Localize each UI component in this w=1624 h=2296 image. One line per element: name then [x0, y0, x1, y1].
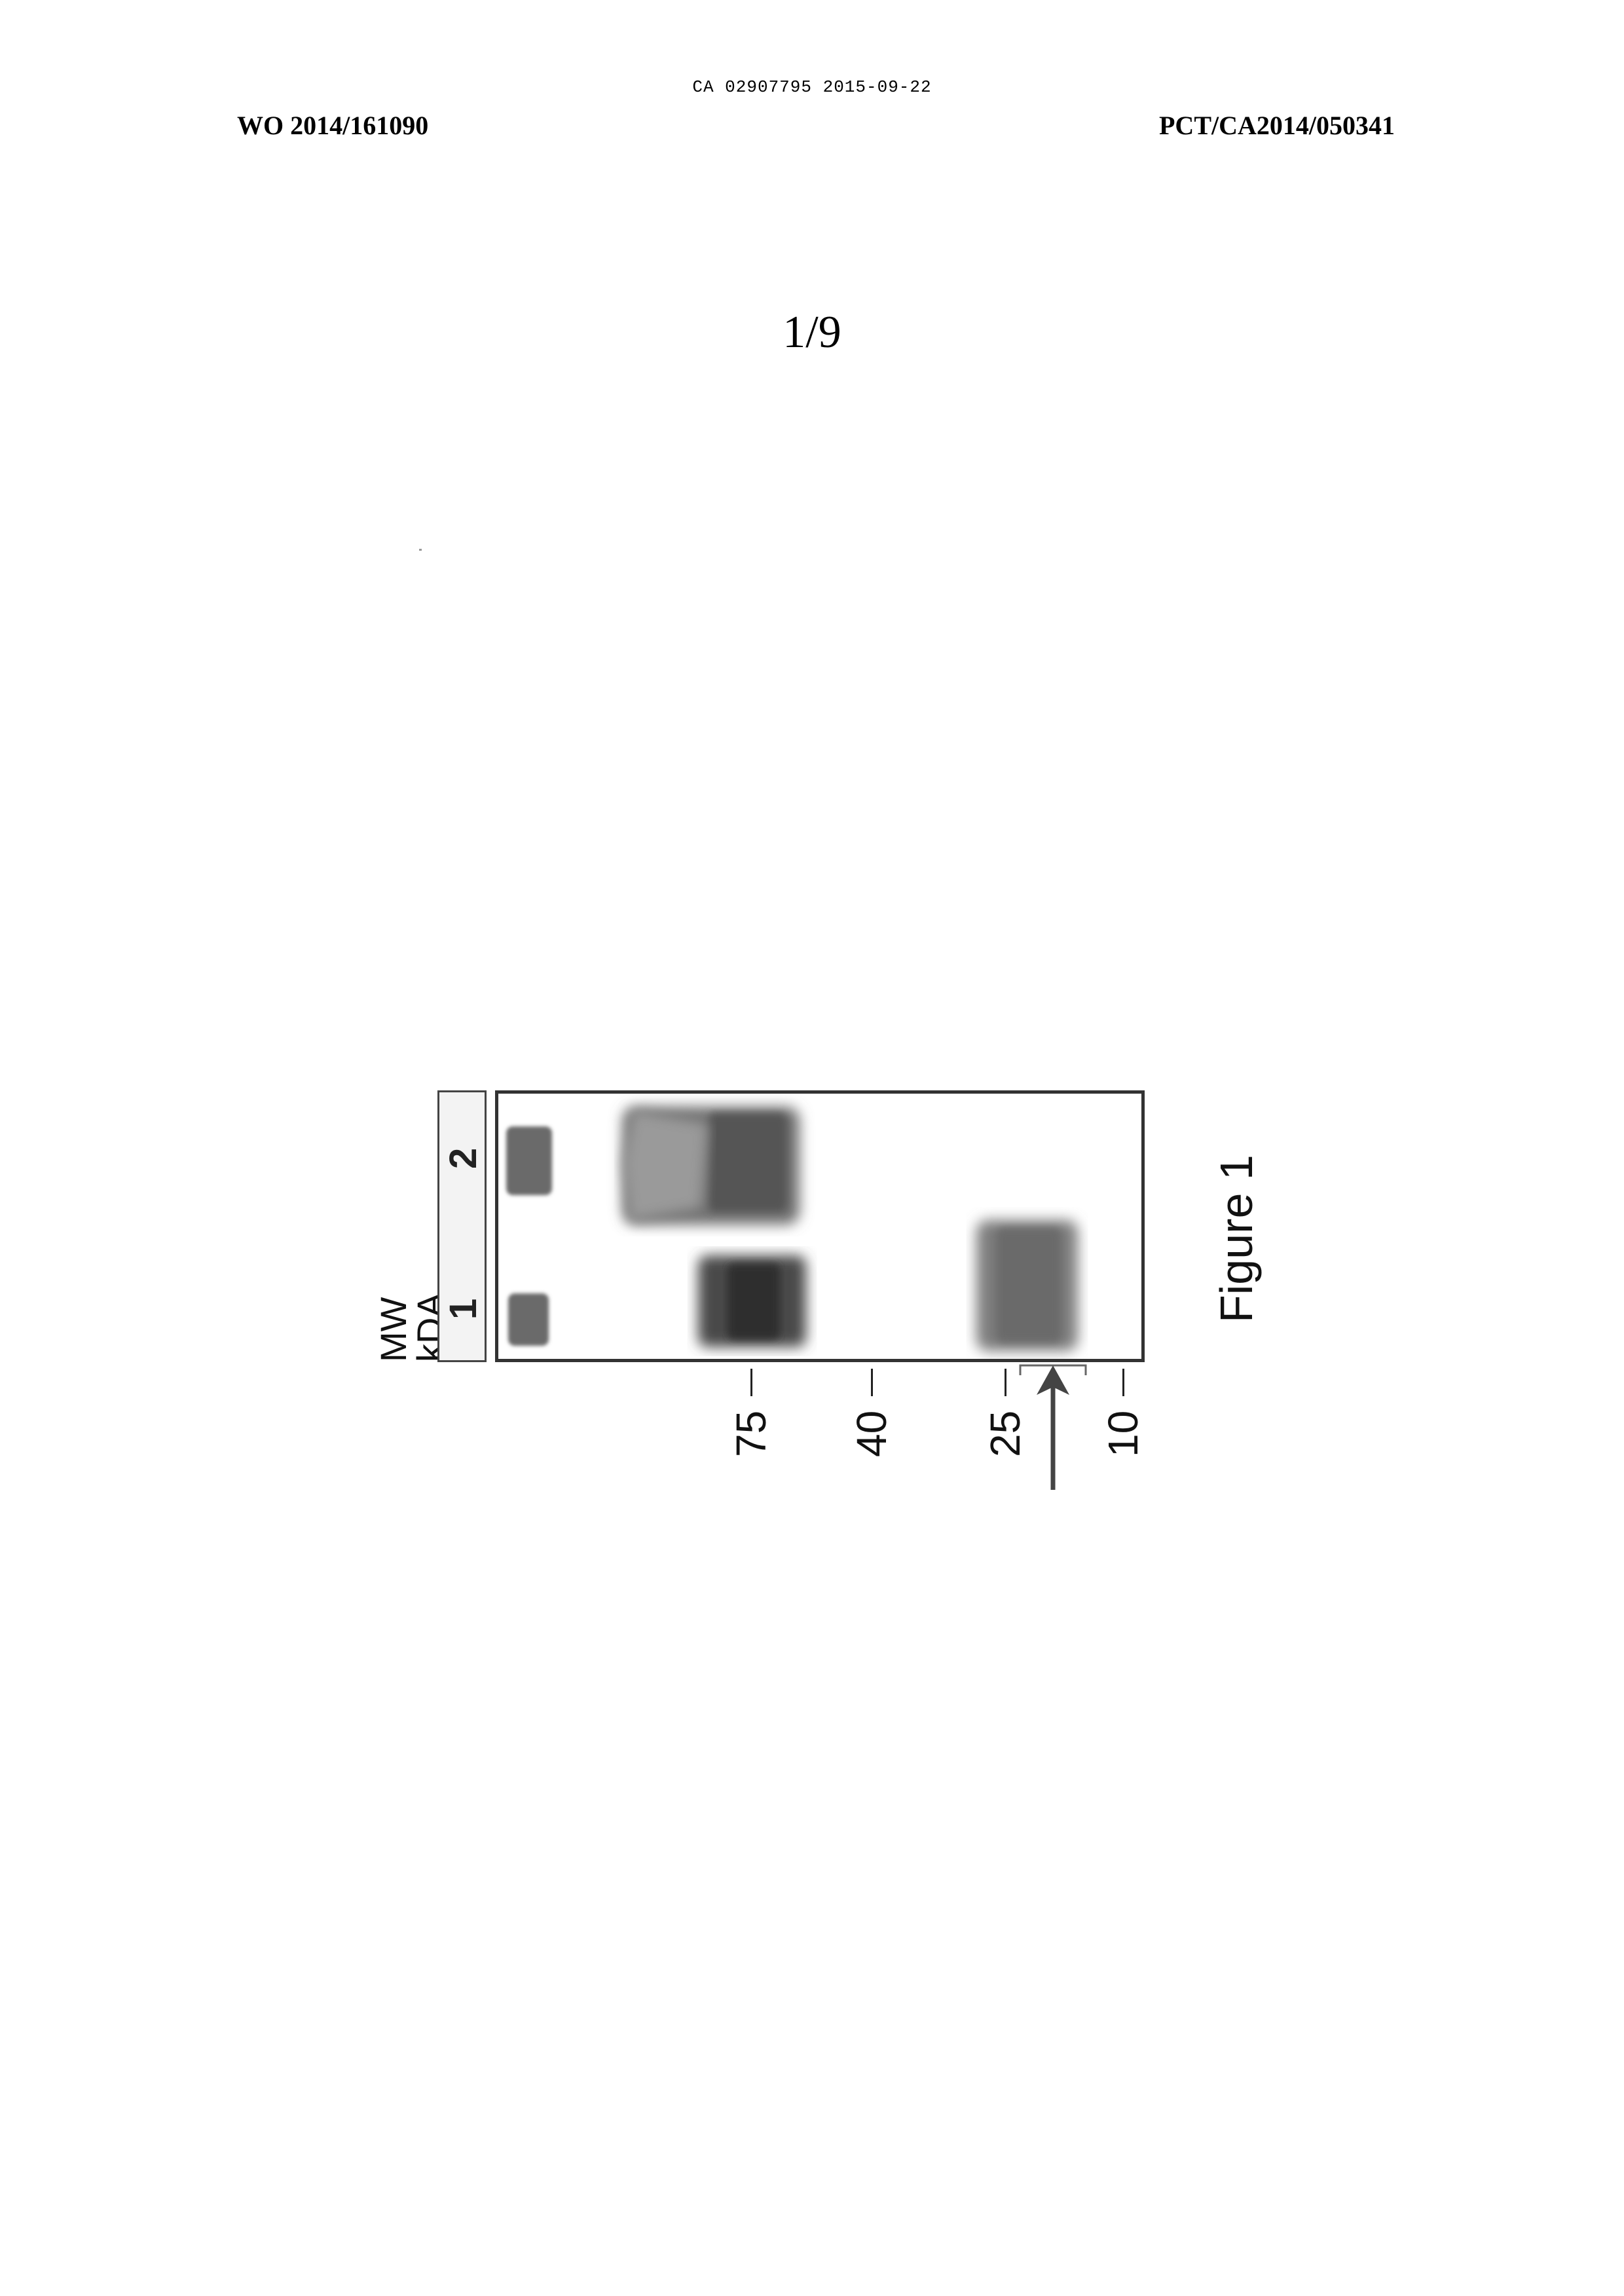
- filing-stamp: CA 02907795 2015-09-22: [0, 77, 1624, 97]
- marker-75: 75: [727, 1411, 775, 1457]
- marker-40: 40: [847, 1411, 896, 1457]
- mw-label: MW: [375, 1087, 412, 1362]
- tick-25: [1005, 1369, 1006, 1396]
- figure-1: MW kDA 1 2: [437, 1087, 1145, 1362]
- lane-2-40kda-core: [708, 1113, 786, 1212]
- lane-1-marker-band: [508, 1293, 549, 1346]
- figure-caption: Figure 1: [1210, 1155, 1263, 1323]
- lane-1-label: 1: [441, 1299, 487, 1320]
- application-number: PCT/CA2014/050341: [1159, 110, 1395, 141]
- gel-bands: [498, 1094, 1141, 1359]
- lane-2-marker-band: [506, 1126, 552, 1195]
- lane-2-label: 2: [441, 1148, 487, 1169]
- scan-speck: [419, 549, 422, 551]
- gel-image: [495, 1090, 1145, 1362]
- lane-2-smear: [623, 1110, 708, 1221]
- product-arrow-icon: [1007, 1362, 1099, 1493]
- lane-label-box: 1 2: [437, 1090, 487, 1362]
- marker-10: 10: [1099, 1411, 1147, 1457]
- lane-1-product-core: [996, 1228, 1061, 1342]
- tick-10: [1122, 1369, 1124, 1396]
- lane-1-40kda-core: [728, 1264, 780, 1339]
- publication-number: WO 2014/161090: [237, 110, 428, 141]
- tick-75: [750, 1369, 752, 1396]
- sheet-number: 1/9: [0, 306, 1624, 359]
- tick-40: [871, 1369, 873, 1396]
